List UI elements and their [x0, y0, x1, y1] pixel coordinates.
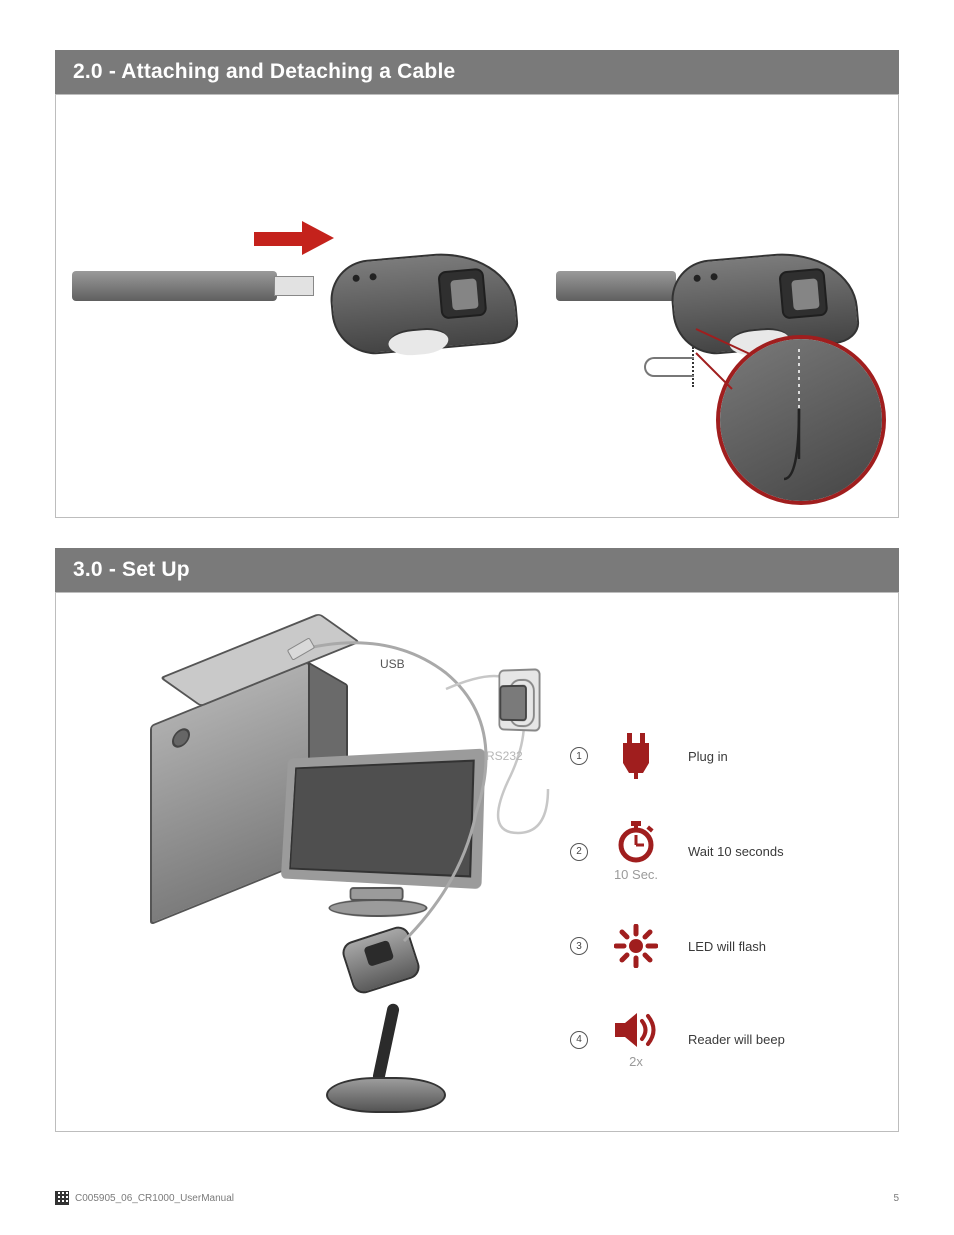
- zoom-leader-lines: [692, 325, 772, 405]
- computer-illustration: USB RS232: [146, 633, 566, 1103]
- arrow-attach-icon: [254, 221, 334, 260]
- stopwatch-icon: 10 Sec.: [610, 821, 662, 882]
- cable-connector-left: [72, 271, 277, 301]
- step-sublabel: 2x: [629, 1054, 643, 1069]
- step-label: Wait 10 seconds: [684, 844, 850, 859]
- step-sublabel: 10 Sec.: [614, 867, 658, 882]
- doc-id: C005905_06_CR1000_UserManual: [75, 1193, 234, 1204]
- step-label: Reader will beep: [684, 1032, 850, 1047]
- zoom-dotted-line: [784, 349, 814, 499]
- setup-steps: 1 Plug in 2: [570, 733, 850, 1069]
- paperclip-icon: [644, 357, 694, 377]
- flash-icon: [610, 924, 662, 968]
- cable-connector-right: [556, 271, 676, 301]
- step-led: 3 LED will flash: [570, 924, 850, 968]
- panel-cable: [55, 94, 899, 518]
- step-number: 1: [570, 747, 588, 765]
- page-footer: C005905_06_CR1000_UserManual 5: [55, 1191, 899, 1205]
- section-title: 2.0 - Attaching and Detaching a Cable: [73, 60, 455, 83]
- device-left: [331, 255, 516, 350]
- page-number: 5: [893, 1193, 899, 1204]
- step-label: LED will flash: [684, 939, 850, 954]
- step-number: 4: [570, 1031, 588, 1049]
- section-header-cable: 2.0 - Attaching and Detaching a Cable: [55, 50, 899, 94]
- step-wait: 2 10 Sec. Wait 10 seconds: [570, 821, 850, 882]
- step-number: 2: [570, 843, 588, 861]
- step-number: 3: [570, 937, 588, 955]
- qr-icon: [55, 1191, 69, 1205]
- power-adapter: [498, 685, 528, 721]
- step-plug-in: 1 Plug in: [570, 733, 850, 779]
- step-beep: 4 2x Reader will beep: [570, 1010, 850, 1069]
- section-title: 3.0 - Set Up: [73, 558, 190, 581]
- section-header-setup: 3.0 - Set Up: [55, 548, 899, 592]
- speaker-icon: 2x: [610, 1010, 662, 1069]
- rs232-label: RS232: [486, 749, 523, 763]
- plug-icon: [610, 733, 662, 779]
- cable-tip: [274, 276, 314, 296]
- step-label: Plug in: [684, 749, 850, 764]
- panel-setup: USB RS232 1 Plug in 2: [55, 592, 899, 1132]
- usb-label: USB: [380, 657, 405, 671]
